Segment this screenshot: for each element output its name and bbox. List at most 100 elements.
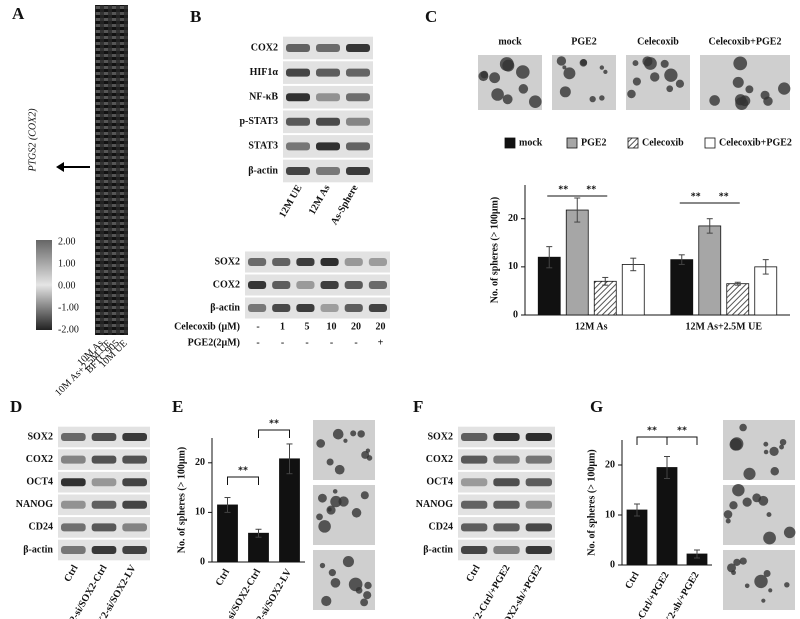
significance: ** [238,465,248,476]
blot-band [320,304,339,312]
blot-row-label: COX2 [426,454,453,465]
blot-band [525,523,552,532]
sphere [739,423,747,432]
blot-row-label: NANOG [416,499,453,510]
bar [279,458,300,563]
blot-band [368,304,387,312]
blot-row-label: β-actin [423,544,453,555]
sphere [732,76,744,88]
colorbar-label: -1.00 [58,302,79,313]
panel-letter: A [12,4,25,23]
y-tick-label: 10 [508,261,518,272]
treatment-level: 20 [376,321,386,332]
blot-band [525,500,552,509]
sphere [599,65,605,70]
y-axis-label: No. of spheres (> 100μm) [586,449,597,555]
sphere [316,513,323,521]
blot-band [461,433,488,441]
y-axis-label: No. of spheres (> 100μm) [176,447,187,553]
sphere [361,450,370,459]
sphere [664,68,678,82]
treatment-level: - [354,337,357,348]
blot-band [91,500,117,509]
blot-band [344,304,363,312]
sphere [734,94,747,106]
blot-row-label: COX2 [26,454,53,465]
y-tick-label: 20 [605,459,615,470]
blot-band [272,281,291,289]
legend-swatch [504,137,516,149]
blot-band [525,546,552,554]
significance: ** [691,191,701,202]
sphere [599,95,605,101]
y-tick-label: 0 [200,556,205,567]
y-tick-label: 10 [195,507,205,518]
blot-row-label: β-actin [248,165,278,176]
blot-band [286,142,310,151]
sphere [733,558,741,567]
blot-band [91,478,117,487]
blot-row-label: CD24 [29,522,53,533]
y-tick-label: 10 [605,509,615,520]
gene-label: PTGS2 (COX2) [27,108,38,173]
blot-band [91,433,117,441]
significance: ** [269,418,279,429]
sphere [562,65,567,70]
blot-row-label: SOX2 [214,256,240,267]
blot-band [91,455,117,464]
sphere [763,531,776,545]
sphere [632,60,639,67]
blot-band [316,117,340,126]
photo-label: Celecoxib [637,36,679,47]
arrow-head [56,162,64,172]
blot-band [346,44,370,52]
blot-band [248,304,267,312]
sphere [729,501,738,510]
sphere [770,466,779,476]
significance: ** [647,425,657,436]
blot-band [493,500,520,509]
sphere [761,598,766,603]
treatment-level: - [256,337,259,348]
blot-band [346,117,370,126]
sphere [316,439,326,448]
blot-band [296,258,315,266]
blot-row-label: SOX2 [27,431,53,442]
blot-band [61,478,86,487]
blot-band [316,142,340,151]
sphere [579,59,588,67]
legend-label: mock [519,137,543,148]
bar [670,259,694,316]
y-axis-label: No. of spheres (> 100μm) [489,197,500,303]
panel-letter: D [10,397,22,416]
sphere [783,526,796,539]
bar [698,225,722,316]
sphere [603,69,608,75]
blot-row-label: STAT3 [248,141,278,152]
sphere [758,495,769,506]
sphere [334,464,345,475]
blot-band [248,281,267,289]
sphere [754,574,768,589]
sphere [360,491,369,500]
panel-letter: B [190,7,201,26]
blot-band [344,258,363,266]
blot-band [493,478,520,487]
blot-band [320,281,339,289]
treatment-level: 1 [280,321,285,332]
blot-strip [245,297,390,319]
blot-row-label: COX2 [213,279,240,290]
sphere [766,512,772,518]
sphere [355,587,363,594]
sphere [732,483,745,497]
sphere [745,85,754,94]
sphere [489,72,501,84]
sphere [327,507,332,512]
colorbar-label: 1.00 [58,258,76,269]
sphere [360,598,369,607]
sphere [784,582,790,588]
blot-row-label: CD24 [429,522,453,533]
blot-band [461,523,488,532]
blot-band [286,93,310,102]
legend-swatch [704,137,716,149]
